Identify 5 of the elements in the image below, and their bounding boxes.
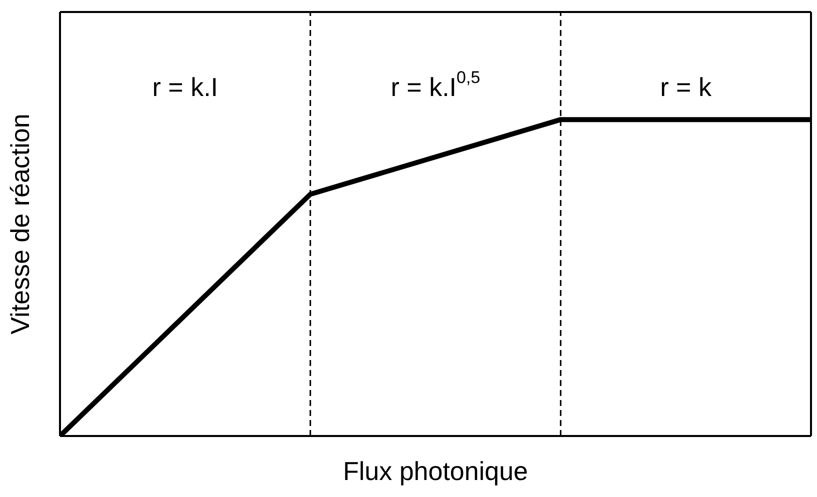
y-axis-title: Vitesse de réaction <box>5 114 36 334</box>
text: r = k.I <box>152 72 218 102</box>
text: r = k <box>660 72 712 102</box>
text: r = k.I$^{0,5}$ <box>390 68 480 102</box>
x-axis-title: Flux photonique <box>342 456 528 486</box>
